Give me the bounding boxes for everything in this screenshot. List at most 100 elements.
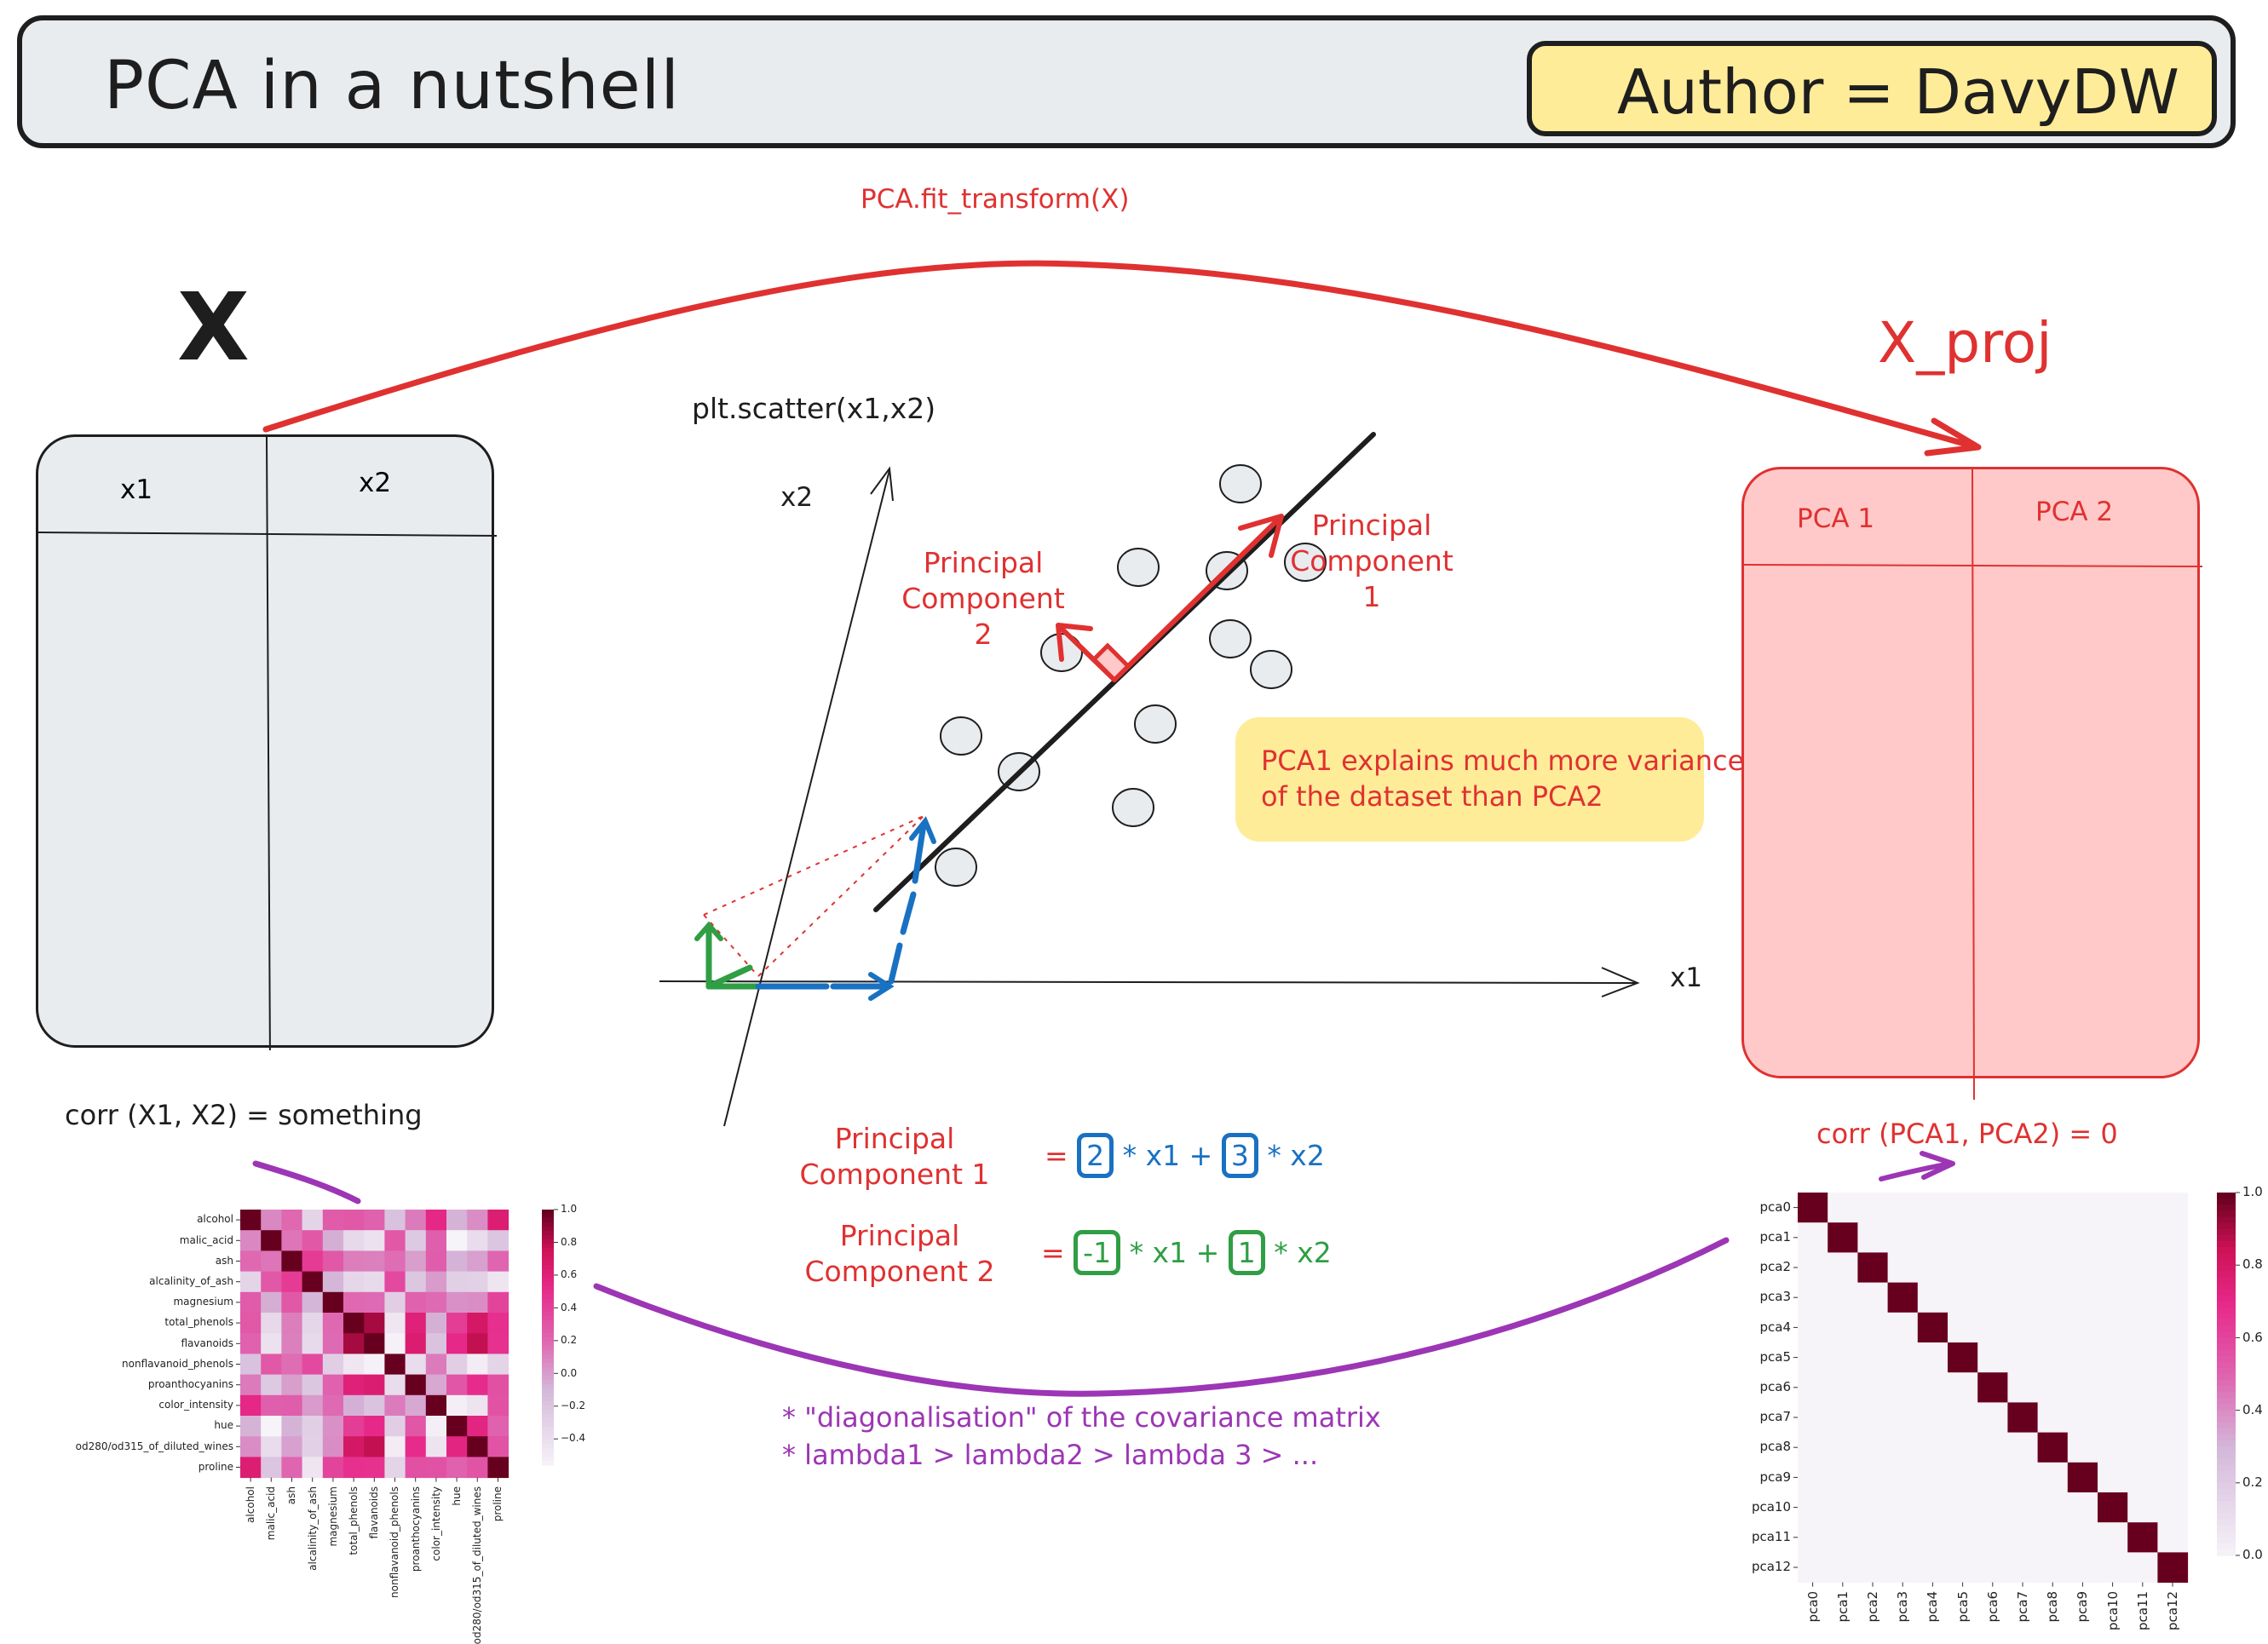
heatmap-cell xyxy=(1798,1432,1828,1463)
heatmap-cell xyxy=(1977,1432,2008,1463)
colorbar-segment xyxy=(542,1248,554,1253)
heatmap-cell xyxy=(302,1210,324,1231)
heatmap-cell xyxy=(2157,1252,2189,1284)
x-proj-label: X_proj xyxy=(1878,310,2052,376)
colorbar-segment xyxy=(2217,1349,2236,1357)
y-axis-arrowhead xyxy=(870,466,894,502)
colorbar-segment xyxy=(2217,1216,2236,1224)
colorbar-segment xyxy=(2217,1295,2236,1302)
heatmap-cell xyxy=(302,1271,324,1293)
colorbar-segment xyxy=(542,1303,554,1308)
heatmap-cell xyxy=(405,1354,427,1376)
scatter-diagram xyxy=(659,432,1640,1127)
colorbar-segment xyxy=(2217,1343,2236,1351)
heatmap-cell xyxy=(1977,1492,2008,1523)
heatmap-cell xyxy=(425,1230,447,1251)
y-tick-label: pca8 xyxy=(1759,1439,1791,1455)
heatmap-cell xyxy=(2098,1552,2128,1584)
pc2-coef-x1: -1 xyxy=(1074,1230,1121,1275)
pc1-term-x1: * x1 + xyxy=(1122,1139,1213,1172)
heatmap-cell xyxy=(467,1333,488,1354)
y-tick-label: total_phenols xyxy=(164,1316,233,1329)
heatmap-cell xyxy=(343,1291,365,1313)
heatmap-cell xyxy=(261,1457,282,1479)
heatmap-cell xyxy=(364,1416,385,1437)
colorbar-segment xyxy=(542,1286,554,1291)
heatmap-cell xyxy=(2067,1492,2098,1523)
variance-note-line1: PCA1 explains much more variance xyxy=(1261,744,1745,777)
heatmap-cell xyxy=(425,1436,447,1457)
heatmap-cell xyxy=(302,1230,324,1251)
x-tick-label: proanthocyanins xyxy=(409,1486,422,1572)
heatmap-cell xyxy=(467,1230,488,1251)
heatmap-cell xyxy=(2098,1492,2128,1523)
heatmap-cell xyxy=(322,1457,344,1479)
heatmap-cell xyxy=(2127,1252,2158,1284)
heatmap-cell xyxy=(1798,1312,1828,1343)
formula-pc2-label: Principal Component 2 xyxy=(780,1218,1019,1290)
heatmap-cell xyxy=(302,1436,324,1457)
heatmap-cell xyxy=(446,1436,468,1457)
heatmap-cell xyxy=(364,1210,385,1231)
heatmap-cell xyxy=(467,1354,488,1376)
blue-arrowhead xyxy=(909,816,936,844)
colorbar-segment xyxy=(542,1380,554,1385)
heatmap-cell xyxy=(1828,1222,1858,1253)
heatmap-cell xyxy=(405,1210,427,1231)
colorbar-segment xyxy=(542,1363,554,1368)
heatmap-cell xyxy=(405,1374,427,1396)
heatmap-cell xyxy=(343,1230,365,1251)
heatmap-cell xyxy=(2007,1402,2039,1434)
heatmap-cell xyxy=(1887,1282,1919,1313)
pca-correlation-heatmap: pca0 pca0 pca1 pca1 pca2 pca2 pca3 pca3 pca4 pca4… xyxy=(1704,1176,2268,1637)
colorbar-segment xyxy=(542,1239,554,1244)
heatmap-cell xyxy=(2037,1432,2069,1463)
heatmap-cell xyxy=(1948,1492,1978,1523)
heatmap-cell xyxy=(2007,1193,2039,1223)
heatmap-cell xyxy=(364,1230,385,1251)
heatmap-cell xyxy=(2127,1312,2158,1343)
y-tick-label: alcalinity_of_ash xyxy=(149,1274,233,1287)
x-proj-table-grid xyxy=(1744,469,2202,1100)
heatmap-cell xyxy=(425,1313,447,1334)
colorbar-segment xyxy=(2217,1253,2236,1260)
colorbar-tick-label: 0.0 xyxy=(2242,1547,2263,1563)
heatmap-cell xyxy=(2067,1462,2098,1493)
heatmap-cell xyxy=(343,1250,365,1273)
heatmap-cell xyxy=(281,1230,303,1251)
scatter-point xyxy=(1112,788,1154,827)
heatmap-cell xyxy=(384,1250,406,1273)
colorbar-segment xyxy=(2217,1337,2236,1345)
heatmap-cell xyxy=(1917,1282,1949,1313)
colorbar-segment xyxy=(2217,1355,2236,1363)
heatmap-cell xyxy=(1948,1402,1978,1434)
pc2-term-x2: * x2 xyxy=(1274,1236,1332,1269)
heatmap-cell xyxy=(2037,1252,2069,1284)
heatmap-cell xyxy=(1798,1522,1828,1553)
heatmap-cell xyxy=(2157,1372,2189,1403)
heatmap-cell xyxy=(302,1457,324,1479)
colorbar-segment xyxy=(542,1316,554,1321)
heatmap-cell xyxy=(467,1291,488,1313)
y-tick-label: pca7 xyxy=(1759,1409,1791,1425)
colorbar-segment xyxy=(2217,1470,2236,1478)
y-tick-label: pca12 xyxy=(1751,1559,1791,1575)
colorbar-segment xyxy=(542,1371,554,1377)
colorbar-segment xyxy=(2217,1519,2236,1526)
heatmap-cell xyxy=(487,1271,509,1293)
heatmap-cell xyxy=(240,1250,262,1273)
heatmap-cell xyxy=(405,1436,427,1457)
dotted-guide xyxy=(703,815,924,916)
heatmap-cell xyxy=(364,1250,385,1273)
colorbar-segment xyxy=(2217,1307,2236,1314)
heatmap-cell xyxy=(281,1416,303,1437)
heatmap-cell xyxy=(1828,1552,1858,1584)
colorbar-tick-label: 0.6 xyxy=(561,1268,578,1281)
heatmap-cell xyxy=(467,1416,488,1437)
heatmap-cell xyxy=(446,1291,468,1313)
heatmap-cell xyxy=(1887,1222,1919,1253)
colorbar-segment xyxy=(2217,1289,2236,1296)
heatmap-cell xyxy=(302,1354,324,1376)
x-tick-label: alcohol xyxy=(244,1486,256,1523)
heatmap-cell xyxy=(1977,1222,2008,1253)
